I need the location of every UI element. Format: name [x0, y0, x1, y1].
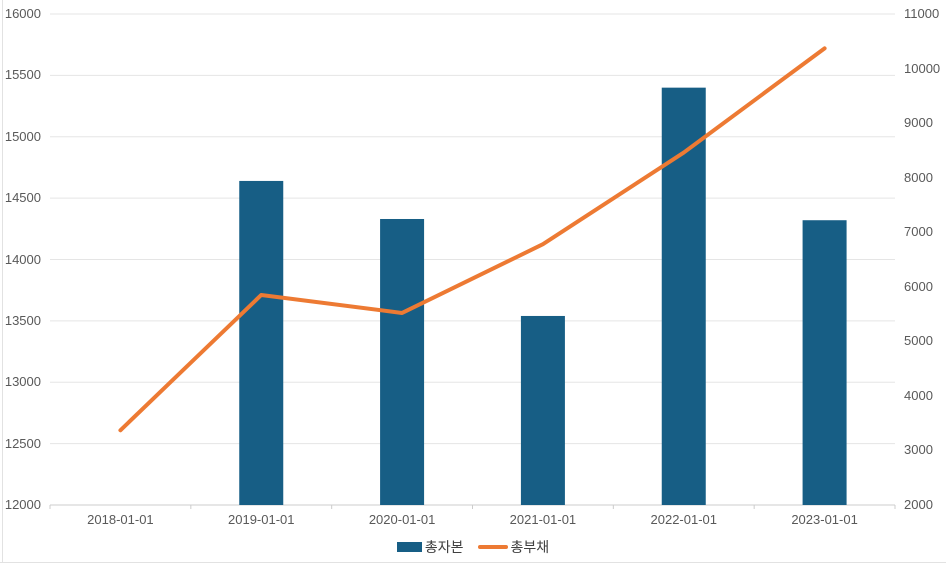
y-left-tick-label: 15000 [4, 128, 41, 144]
page-bottom-border [0, 562, 946, 563]
legend-label-bar: 총자본 [424, 539, 464, 555]
bar-2021-01-01 [520, 315, 565, 505]
y-right-tick-label: 3000 [904, 442, 933, 458]
y-left-tick-label: 12000 [4, 497, 41, 512]
legend-label-line: 총부채 [510, 539, 550, 555]
y-left-tick-label: 13000 [4, 374, 41, 390]
line-series [118, 46, 827, 433]
x-axis-tick-label: 2018-01-01 [87, 512, 154, 527]
bar-2019-01-01 [239, 180, 284, 505]
bar-swatch-icon [396, 542, 422, 552]
y-left-tick-label: 12500 [4, 435, 41, 451]
y-right-tick-label: 6000 [904, 278, 933, 294]
x-axis-tick-label: 2020-01-01 [368, 512, 436, 527]
legend-item-bar-series[interactable]: 총자본 [396, 537, 464, 557]
y-right-tick-label: 5000 [904, 333, 933, 349]
bar-2022-01-01 [661, 87, 706, 506]
bar-2020-01-01 [380, 218, 425, 505]
y-right-tick-label: 8000 [904, 169, 933, 185]
legend: 총자본 총부채 [0, 537, 946, 557]
y-right-tick-label: 11000 [904, 6, 940, 21]
y-left-tick-label: 14000 [4, 251, 41, 267]
bar-2023-01-01 [802, 220, 847, 505]
line-swatch-icon [477, 545, 508, 549]
page-left-border [2, 0, 3, 563]
x-axis-tick-label: 2019-01-01 [228, 512, 295, 527]
y-right-tick-label: 2000 [904, 497, 933, 512]
y-left-tick-label: 16000 [4, 6, 41, 21]
y-right-tick-label: 9000 [904, 115, 933, 131]
y-right-tick-label: 10000 [904, 60, 941, 76]
x-axis-tick-label: 2021-01-01 [509, 512, 577, 527]
legend-item-line-series[interactable]: 총부채 [477, 537, 550, 557]
y-left-tick-label: 14500 [4, 190, 41, 206]
y-left-tick-label: 13500 [4, 312, 41, 328]
y-right-tick-label: 7000 [904, 224, 933, 240]
y-left-tick-label: 15500 [4, 67, 41, 83]
y-right-tick-label: 4000 [904, 387, 933, 403]
x-axis-tick-label: 2023-01-01 [791, 512, 858, 527]
x-axis-tick-label: 2022-01-01 [650, 512, 718, 527]
